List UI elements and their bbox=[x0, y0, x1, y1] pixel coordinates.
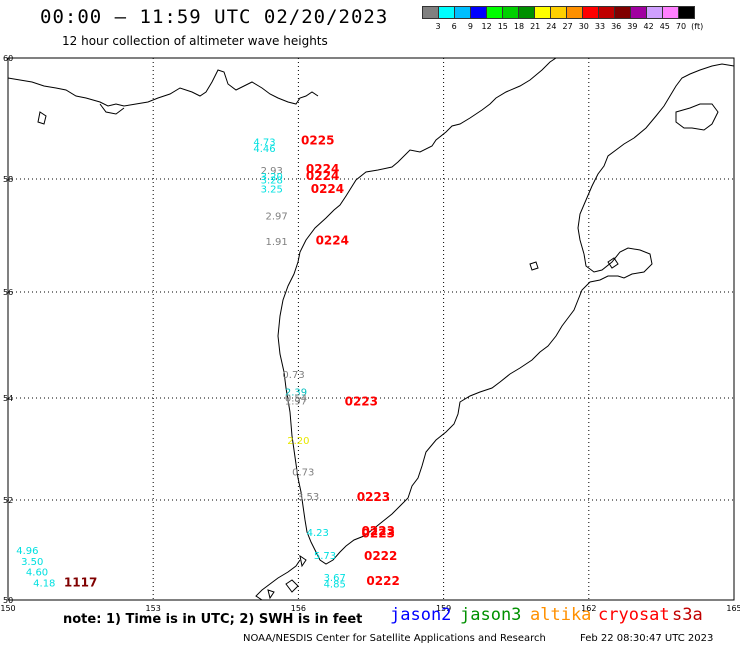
wave-height-label: 5.73 bbox=[314, 551, 336, 562]
wave-height-label: 1.97 bbox=[285, 397, 307, 408]
wave-height-label: 0.73 bbox=[282, 370, 304, 381]
pass-time-label: 0224 bbox=[311, 182, 344, 196]
satellite-s3a: s3a bbox=[672, 605, 703, 625]
legend-tick-label: 9 bbox=[467, 22, 473, 31]
pass-time-label: 1117 bbox=[64, 576, 97, 590]
legend-swatch bbox=[678, 6, 695, 19]
wave-height-label: 2.20 bbox=[287, 436, 309, 447]
map-frame bbox=[7, 57, 735, 601]
wave-height-label: 0.54 bbox=[285, 394, 307, 405]
lat-tick-label: 60 bbox=[3, 54, 13, 63]
legend-tick-label: 12 bbox=[481, 22, 492, 31]
axis-tick-labels: 150 153 156 159 162 165 60 58 56 54 52 50 bbox=[0, 54, 740, 613]
satellite-altika: altika bbox=[530, 605, 592, 625]
legend-swatches bbox=[422, 6, 728, 19]
wave-height-label: 3.67 bbox=[324, 573, 346, 584]
wave-height-label: 4.60 bbox=[26, 568, 48, 579]
footer-note: note: 1) Time is in UTC; 2) SWH is in fe… bbox=[63, 612, 363, 627]
lat-lon-grid bbox=[8, 58, 734, 600]
lat-tick-label: 50 bbox=[3, 596, 13, 605]
lat-tick-label: 54 bbox=[3, 394, 13, 403]
pass-time-label: 0224 bbox=[306, 169, 339, 183]
legend-tick-label: 39 bbox=[627, 22, 638, 31]
wave-height-label: 3.50 bbox=[21, 557, 43, 568]
pass-time-label: 0222 bbox=[364, 549, 397, 563]
legend-tick-label: 30 bbox=[578, 22, 589, 31]
wave-height-label: 2.93 bbox=[261, 166, 283, 177]
pass-time-label: 0223 bbox=[362, 527, 395, 541]
generated-timestamp: Feb 22 08:30:47 UTC 2023 bbox=[580, 633, 714, 644]
legend-tick-label: 45 bbox=[659, 22, 670, 31]
legend-tick-label: 21 bbox=[530, 22, 541, 31]
wave-height-label: 4.96 bbox=[16, 546, 38, 557]
satellite-jason2: jason2 bbox=[390, 605, 452, 625]
lon-tick-label: 153 bbox=[146, 604, 161, 613]
page-title: 00:00 – 11:59 UTC 02/20/2023 bbox=[40, 6, 389, 28]
legend-tick-label: 18 bbox=[513, 22, 525, 31]
pass-time-label: 0223 bbox=[357, 490, 390, 504]
legend-tick-label: 3 bbox=[435, 22, 441, 31]
pass-time-label: 0224 bbox=[306, 162, 339, 176]
lon-tick-label: 159 bbox=[436, 604, 451, 613]
wave-height-label: 4.18 bbox=[33, 579, 55, 590]
legend-tick-label: 36 bbox=[611, 22, 622, 31]
lon-tick-label: 156 bbox=[291, 604, 306, 613]
lat-tick-label: 56 bbox=[3, 288, 13, 297]
wave-height-label: 3.20 bbox=[261, 172, 283, 183]
wave-height-label: 4.73 bbox=[253, 138, 275, 149]
coastline bbox=[7, 57, 735, 601]
wave-height-label: 4.23 bbox=[307, 528, 329, 539]
legend-tick-label: 42 bbox=[643, 22, 654, 31]
legend-tick-label: 6 bbox=[451, 22, 457, 31]
lon-tick-label: 162 bbox=[581, 604, 596, 613]
legend-tick-label: 24 bbox=[546, 22, 557, 31]
lon-tick-label: 165 bbox=[726, 604, 740, 613]
wave-height-label: 3.25 bbox=[261, 185, 283, 196]
credit-line: NOAA/NESDIS Center for Satellite Applica… bbox=[243, 633, 546, 644]
wave-height-labels: 4.734.4602252.933.203.283.25022402240224… bbox=[16, 134, 400, 591]
wave-height-label: 4.85 bbox=[324, 580, 346, 591]
wave-height-label: 2.39 bbox=[285, 387, 307, 398]
color-legend: 3 6 9 12 15 18 21 24 27 30 33 36 39 42 45 70 (ft) bbox=[422, 6, 728, 31]
pass-time-label: 0222 bbox=[366, 574, 399, 588]
legend-tick-label: 33 bbox=[594, 22, 606, 31]
legend-tick-label: (ft) bbox=[691, 22, 704, 31]
legend-tick-label: 27 bbox=[562, 22, 573, 31]
legend-tick-label: 15 bbox=[497, 22, 508, 31]
wave-height-label: 1.91 bbox=[265, 237, 287, 248]
wave-height-label: 3.28 bbox=[261, 176, 283, 187]
wave-height-label: 4.46 bbox=[253, 144, 275, 155]
pass-time-label: 0223 bbox=[362, 524, 395, 538]
lon-tick-label: 150 bbox=[0, 604, 15, 613]
satellite-jason3: jason3 bbox=[460, 605, 522, 625]
legend-ticks: 3 6 9 12 15 18 21 24 27 30 33 36 39 42 45 70 (ft) bbox=[422, 22, 740, 36]
wave-height-label: 0.73 bbox=[292, 468, 314, 479]
pass-time-label: 0225 bbox=[301, 134, 334, 148]
lat-tick-label: 58 bbox=[3, 175, 13, 184]
pass-time-label: 0223 bbox=[345, 395, 378, 409]
page-subtitle: 12 hour collection of altimeter wave hei… bbox=[62, 34, 328, 48]
lat-tick-label: 52 bbox=[3, 496, 13, 505]
pass-time-label: 0224 bbox=[316, 234, 349, 248]
satellite-cryosat: cryosat bbox=[598, 605, 670, 625]
legend-tick-label: 70 bbox=[675, 22, 687, 31]
wave-height-label: 2.97 bbox=[265, 212, 287, 223]
wave-height-label: 3.53 bbox=[297, 492, 319, 503]
